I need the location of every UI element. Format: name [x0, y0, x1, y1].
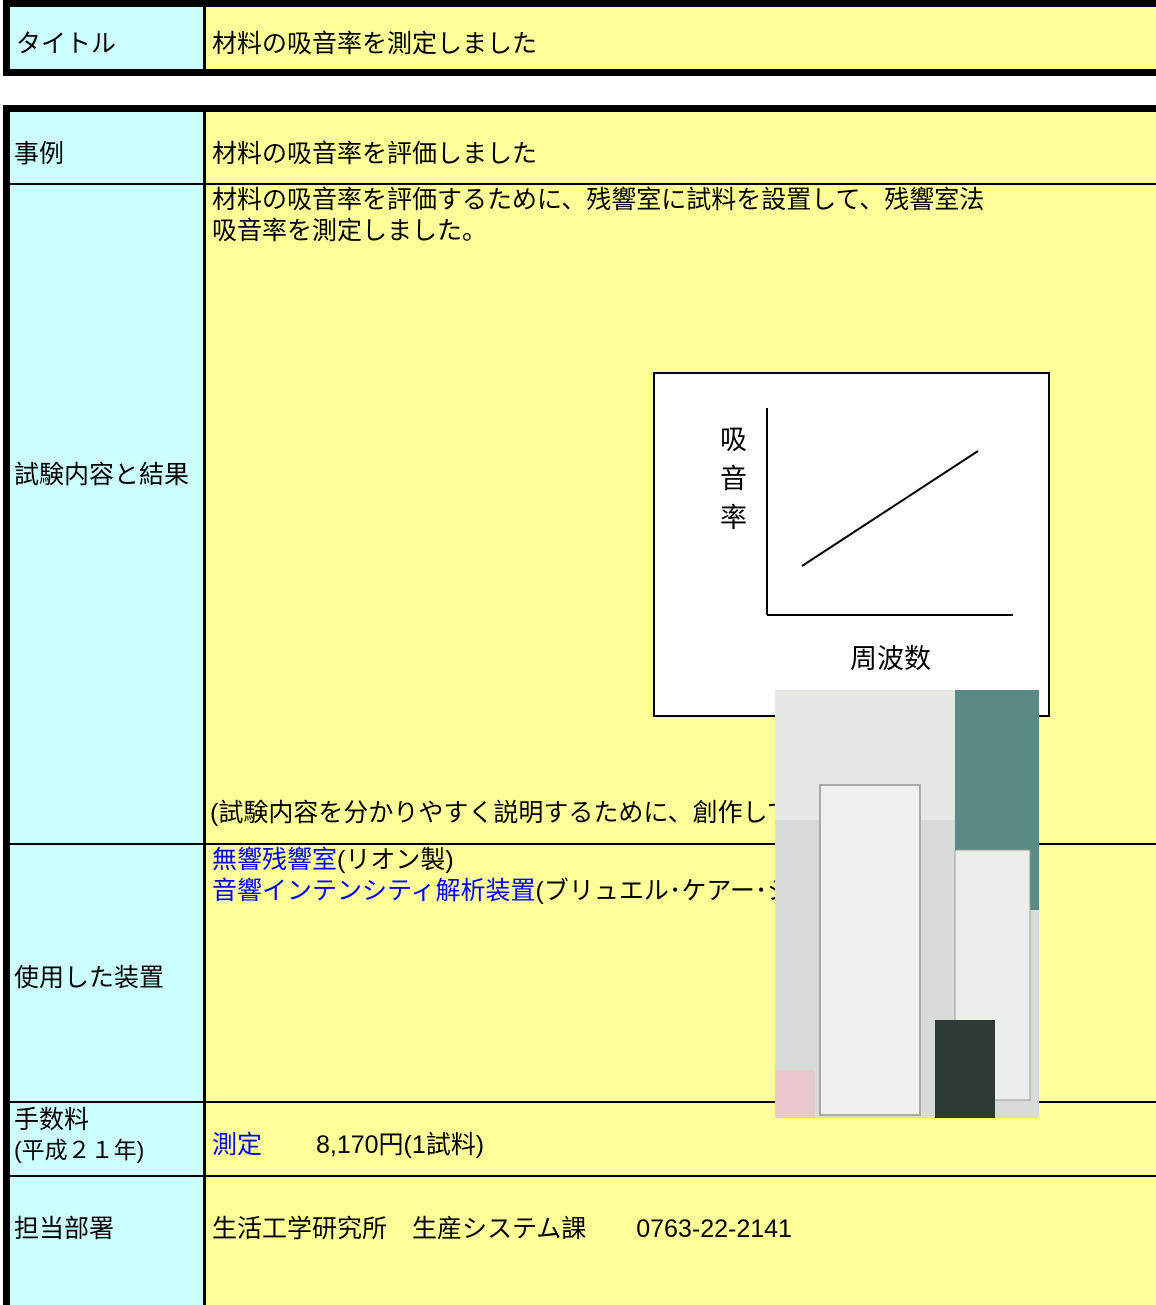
photo-equipment: [935, 1020, 995, 1118]
equipment-label: 使用した装置: [14, 964, 165, 992]
case-value-cell: 材料の吸音率を評価しました: [206, 112, 1156, 185]
test-label-cell: 試験内容と結果: [10, 185, 206, 845]
test-label: 試験内容と結果: [14, 461, 190, 489]
test-description: 材料の吸音率を評価するために、残響室に試料を設置して、残響室法 吸音率を測定しま…: [212, 185, 984, 247]
equipment-maker: (リオン製): [337, 846, 454, 874]
equipment-item: 無響残響室(リオン製): [212, 845, 926, 876]
diagram: [653, 372, 1050, 717]
fee-label-block: 手数料 (平成２１年): [14, 1105, 144, 1165]
department-label: 担当部署: [14, 1215, 115, 1243]
test-note: (試験内容を分かりやすく説明するために、創作しています): [210, 799, 876, 827]
title-value: 材料の吸音率を測定しました: [212, 30, 538, 58]
equipment-link[interactable]: 音響インテンシティ解析装置: [212, 877, 536, 905]
trend-line: [801, 450, 979, 567]
title-value-cell: 材料の吸音率を測定しました: [206, 7, 1156, 69]
department-value: 生活工学研究所 生産システム課 0763-22-2141: [212, 1215, 792, 1243]
title-label-cell: タイトル: [10, 7, 206, 69]
case-label-cell: 事例: [10, 112, 206, 185]
diagram-y-label: 吸音率: [716, 425, 746, 542]
description-line: 材料の吸音率を評価するために、残響室に試料を設置して、残響室法: [212, 186, 985, 214]
photo-door: [819, 784, 921, 1116]
fee-label-cell: 手数料 (平成２１年): [10, 1103, 206, 1177]
department-value-cell: 生活工学研究所 生産システム課 0763-22-2141: [206, 1177, 1156, 1305]
diagram-x-label: 周波数: [850, 644, 931, 674]
equipment-link[interactable]: 無響残響室: [212, 846, 338, 874]
title-table: タイトル 材料の吸音率を測定しました: [3, 0, 1156, 76]
fee-label: 手数料: [14, 1106, 90, 1134]
fee-item-link[interactable]: 測定: [212, 1131, 263, 1159]
fee-label-note: (平成２１年): [14, 1137, 145, 1163]
description-line: 吸音率を測定しました。: [212, 217, 488, 245]
fee-price: 8,170円(1試料): [316, 1131, 485, 1159]
equipment-photo: [775, 690, 1039, 1118]
photo-corner: [775, 1070, 815, 1118]
diagram-frame: [653, 372, 1050, 717]
equipment-label-cell: 使用した装置: [10, 845, 206, 1103]
department-label-cell: 担当部署: [10, 1177, 206, 1305]
title-label: タイトル: [16, 30, 117, 58]
case-label: 事例: [14, 140, 65, 168]
case-value: 材料の吸音率を評価しました: [212, 140, 538, 168]
